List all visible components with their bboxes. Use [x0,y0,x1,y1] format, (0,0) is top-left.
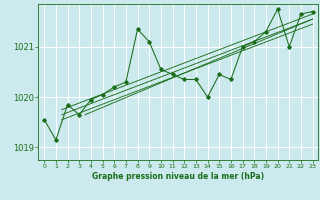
X-axis label: Graphe pression niveau de la mer (hPa): Graphe pression niveau de la mer (hPa) [92,172,264,181]
